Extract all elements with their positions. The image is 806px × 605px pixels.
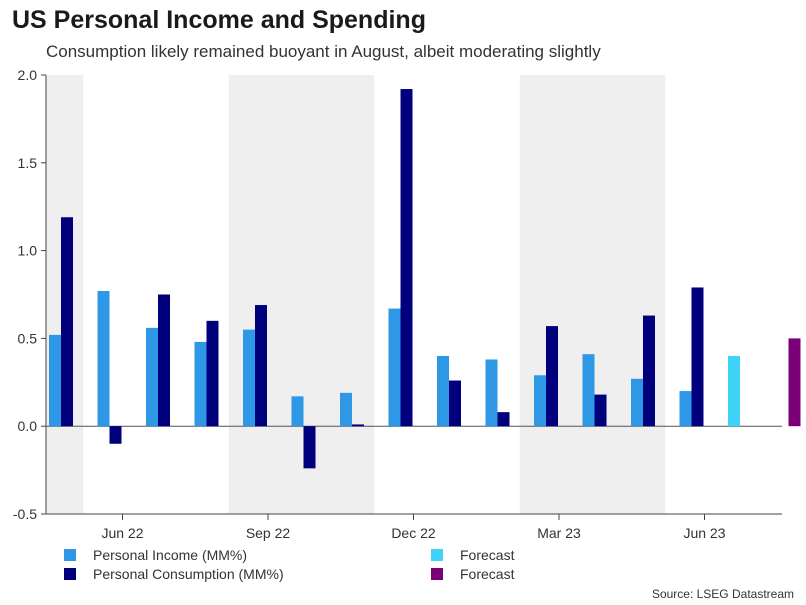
y-tick-label-3: 0.5: [18, 330, 38, 346]
legend-swatch-income: [64, 549, 76, 561]
bar-income-8: [437, 355, 449, 427]
quarter-shading-2: [519, 75, 666, 514]
bar-consumption-9: [497, 412, 510, 427]
bar-consumption-7: [400, 89, 413, 427]
bar-consumption-4: [255, 305, 267, 427]
bar-income-6: [340, 392, 352, 427]
bar-income-13: [679, 391, 692, 427]
chart-title: US Personal Income and Spending: [12, 6, 426, 34]
bar-income-2: [146, 327, 158, 427]
bar-income-0: [49, 334, 61, 427]
bar-consumption-13: [691, 287, 704, 427]
bar-income-3: [194, 341, 207, 427]
x-tick-label-3: Mar 23: [537, 525, 581, 541]
x-tick-label-0: Jun 22: [101, 525, 143, 541]
y-tick-label-5: -0.5: [13, 506, 37, 522]
y-tick-label-4: 0.0: [18, 418, 38, 434]
y-tick-label-0: 2.0: [18, 67, 38, 83]
legend-swatch-consumption: [64, 568, 76, 580]
bar-income-9: [485, 359, 498, 427]
bar-consumption-10: [546, 326, 558, 427]
bar-income-10: [534, 375, 546, 427]
bar-income-7: [388, 308, 401, 427]
bar-consumption-3: [206, 320, 219, 427]
quarter-shading-1: [228, 75, 375, 514]
legend-label-forecast-income: Forecast: [460, 547, 515, 563]
bar-income-11: [582, 354, 595, 427]
bar-consumption-2: [158, 294, 170, 427]
bar-forecast-income-14: [728, 355, 740, 427]
bar-consumption-8: [449, 380, 461, 427]
bar-consumption-5: [303, 426, 316, 469]
bar-consumption-6: [352, 424, 364, 427]
bar-consumption-1: [109, 426, 122, 444]
x-tick-label-4: Jun 23: [683, 525, 725, 541]
bar-income-1: [97, 290, 110, 427]
x-tick-label-2: Dec 22: [391, 525, 436, 541]
legend-swatch-forecast-consumption: [431, 568, 443, 580]
bar-income-4: [243, 329, 255, 427]
source-note: Source: LSEG Datastream: [651, 587, 794, 601]
bar-consumption-12: [643, 315, 655, 427]
legend-label-forecast-consumption: Forecast: [460, 566, 515, 582]
legend-swatch-forecast-income: [431, 549, 443, 561]
bar-income-5: [291, 396, 304, 427]
legend-label-consumption: Personal Consumption (MM%): [93, 566, 284, 582]
bar-forecast-consumption-15: [788, 338, 801, 427]
bar-consumption-0: [61, 217, 73, 427]
bar-income-12: [631, 378, 643, 427]
chart-subtitle: Consumption likely remained buoyant in A…: [46, 42, 601, 61]
legend-label-income: Personal Income (MM%): [93, 547, 248, 563]
y-tick-label-2: 1.0: [18, 243, 38, 259]
x-tick-label-1: Sep 22: [246, 525, 291, 541]
bar-consumption-11: [594, 394, 607, 427]
y-tick-label-1: 1.5: [18, 155, 38, 171]
